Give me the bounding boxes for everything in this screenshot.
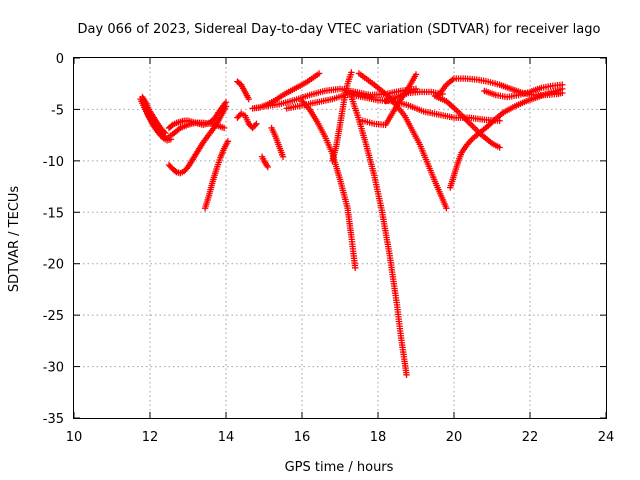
y-tick-label: -5: [51, 103, 64, 118]
grid-layer: [74, 58, 606, 418]
y-tick-label: 0: [56, 52, 64, 67]
data-point: [412, 71, 420, 78]
data-point: [403, 371, 410, 378]
marks-layer: [137, 69, 566, 378]
series-track-k: [268, 124, 287, 160]
x-tick-label: 12: [142, 430, 159, 445]
x-axis-label: GPS time / hours: [285, 460, 394, 475]
data-point: [264, 163, 271, 171]
series-track-s: [382, 88, 446, 105]
data-point: [352, 264, 359, 272]
data-point: [251, 122, 259, 129]
data-point: [253, 120, 260, 128]
x-tick-label: 22: [522, 430, 539, 445]
series-track-g: [234, 78, 252, 103]
plot-frame: [73, 57, 607, 419]
series-track-v: [435, 75, 566, 99]
x-tick-label: 24: [598, 430, 615, 445]
data-point: [315, 70, 323, 77]
series-track-i: [258, 153, 271, 171]
series-track-w: [481, 81, 566, 101]
data-point: [348, 69, 355, 76]
data-point: [496, 144, 503, 151]
data-point: [559, 81, 566, 88]
data-point: [222, 103, 230, 110]
series-track-o: [329, 69, 355, 165]
series-track-u: [447, 85, 566, 191]
series-track-f: [201, 138, 232, 212]
data-point: [224, 138, 232, 145]
x-tick-label: 16: [294, 430, 311, 445]
y-axis-label: SDTVAR / TECUs: [7, 186, 22, 293]
data-point: [412, 85, 420, 93]
series-track-p: [348, 93, 410, 378]
y-tick-label: -25: [43, 309, 64, 324]
data-point: [559, 89, 566, 97]
y-tick-label: -35: [43, 412, 64, 427]
series-track-h: [234, 110, 260, 132]
x-tick-label: 10: [66, 430, 83, 445]
x-tick-label: 18: [370, 430, 387, 445]
data-point: [220, 124, 228, 132]
y-tick-label: -15: [43, 206, 64, 221]
x-tick-label: 14: [218, 430, 235, 445]
series-track-q: [355, 70, 450, 212]
series-track-e: [165, 103, 230, 177]
y-tick-label: -20: [43, 258, 64, 273]
y-tick-label: -30: [43, 361, 64, 376]
data-point: [245, 95, 252, 103]
y-tick-label: -10: [43, 155, 64, 170]
ticks-layer: 10 12 14 16 18 20 22 24 0 -5 -10 -15 -20 -25 -30 -35: [43, 52, 615, 445]
x-tick-label: 20: [446, 430, 463, 445]
data-point: [279, 153, 287, 160]
data-point: [443, 204, 450, 212]
series-track-n: [298, 98, 359, 272]
chart-title: Day 066 of 2023, Sidereal Day-to-day VTE…: [78, 22, 601, 37]
